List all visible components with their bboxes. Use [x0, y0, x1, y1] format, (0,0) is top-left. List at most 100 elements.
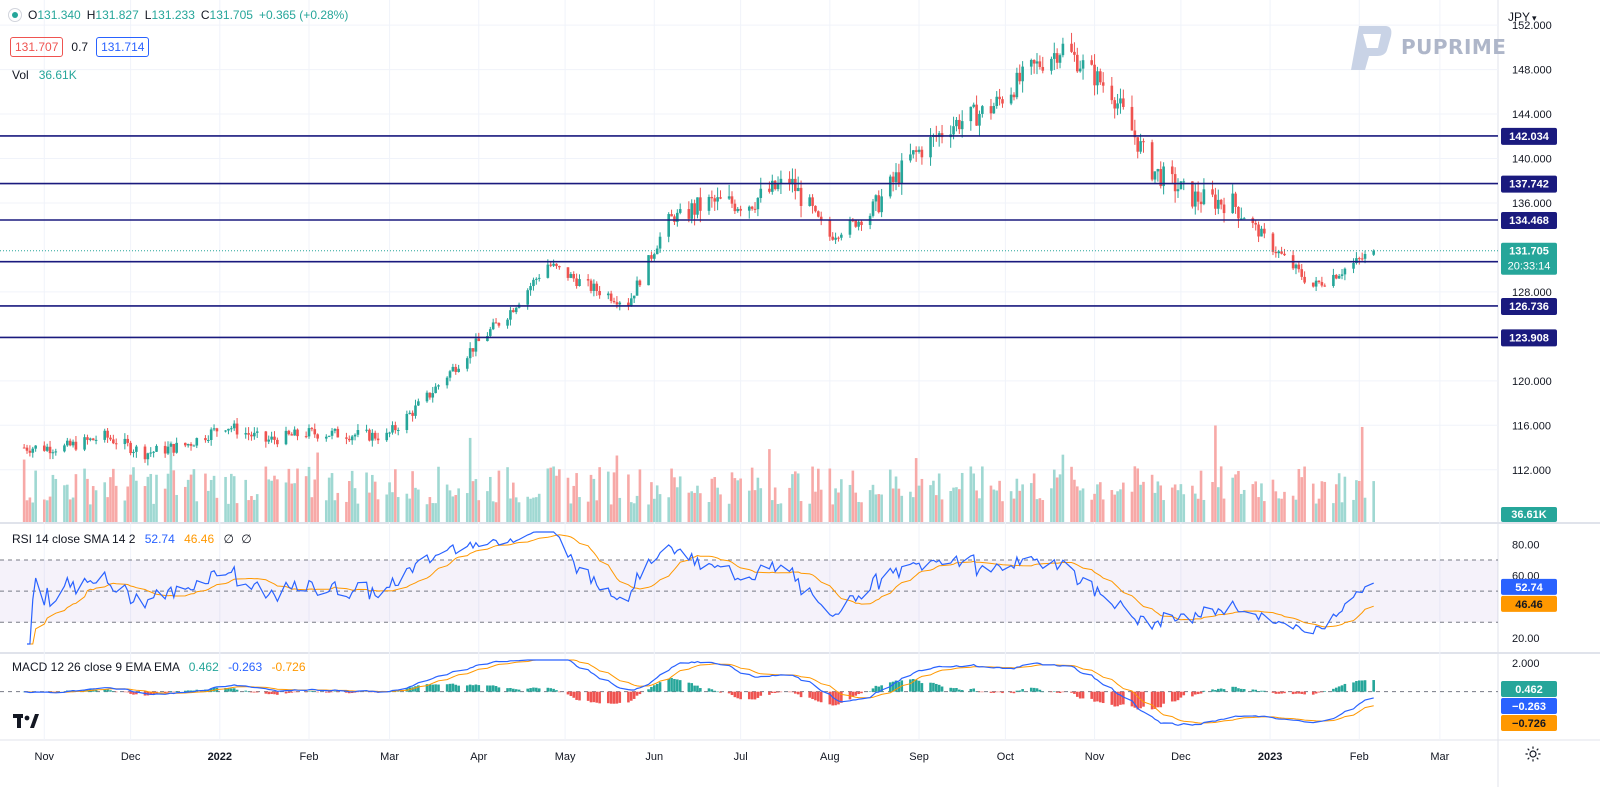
- macd-histogram-bar: [414, 686, 417, 692]
- candle-body: [592, 283, 596, 291]
- volume-bar: [914, 458, 918, 522]
- volume-bar: [1136, 468, 1140, 522]
- volume-bar: [1196, 498, 1200, 522]
- volume-bar: [1122, 482, 1125, 522]
- candle-body: [1297, 264, 1301, 270]
- candle-body: [405, 413, 409, 430]
- candle-body: [132, 451, 135, 454]
- volume-bar: [868, 490, 872, 522]
- volume-bar: [255, 494, 259, 522]
- time-tick-label: 2022: [208, 751, 232, 763]
- candle-body: [909, 154, 912, 161]
- candle-body: [857, 221, 860, 227]
- volume-bar: [1070, 466, 1073, 522]
- macd-histogram-bar: [747, 691, 751, 700]
- macd-histogram-bar: [880, 685, 883, 692]
- volume-bar: [488, 476, 492, 522]
- macd-histogram-bar: [972, 688, 976, 692]
- volume-bar: [336, 492, 340, 522]
- macd-histogram-bar: [529, 688, 532, 692]
- macd-histogram-bar: [799, 691, 803, 698]
- volume-bar: [972, 473, 976, 522]
- volume-bar: [284, 482, 288, 522]
- volume-bar: [31, 502, 35, 522]
- candle-body: [811, 197, 814, 206]
- candle-body: [1234, 193, 1237, 207]
- volume-bar: [687, 492, 691, 522]
- macd-histogram-bar: [1320, 691, 1324, 693]
- price-tick-label: 136.000: [1512, 198, 1552, 210]
- volume-bar: [106, 497, 109, 522]
- candle-body: [388, 432, 391, 434]
- candle-body: [917, 149, 921, 152]
- macd-legend-macd: -0.263: [228, 660, 263, 674]
- macd-histogram-bar: [1055, 691, 1059, 693]
- rsi-line: [27, 531, 1374, 645]
- candle-body: [632, 295, 636, 299]
- candle-body: [293, 429, 296, 436]
- macd-histogram-bar: [794, 691, 797, 694]
- ohlc-legend: O 131.340 H 131.827 L 131.233 C 131.705 +0.3…: [8, 8, 348, 22]
- current-price-tag: [1501, 242, 1557, 275]
- macd-signal-tag: [1501, 715, 1557, 731]
- volume-bar: [776, 503, 780, 522]
- level-price-tag: [1501, 175, 1557, 193]
- candle-body: [204, 438, 207, 441]
- macd-histogram-bar: [535, 687, 538, 692]
- volume-bar: [207, 490, 210, 522]
- level-price-label: 137.742: [1509, 179, 1549, 191]
- candle-body: [230, 428, 233, 430]
- volume-bar: [166, 473, 170, 522]
- volume-bar: [468, 437, 472, 522]
- macd-histogram-bar: [618, 691, 622, 703]
- macd-histogram-bar: [592, 691, 596, 703]
- candle-body: [103, 430, 107, 440]
- price-tick-label: 112.000: [1512, 465, 1551, 477]
- volume-bar: [428, 497, 432, 522]
- macd-histogram-bar: [891, 681, 895, 692]
- volume-bar: [1142, 481, 1145, 522]
- volume-bar: [1101, 499, 1105, 522]
- volume-bar: [1116, 491, 1119, 522]
- tradingview-logo-icon[interactable]: [12, 710, 40, 732]
- volume-bar: [911, 497, 915, 522]
- volume-bar: [307, 466, 311, 522]
- volume-bar: [1311, 483, 1315, 522]
- currency-selector[interactable]: JPY ▾: [1508, 10, 1537, 24]
- macd-histogram-bar: [445, 684, 449, 692]
- macd-histogram-bar: [1360, 680, 1364, 692]
- ask-button[interactable]: 131.714: [96, 37, 150, 57]
- candle-body: [1150, 142, 1154, 180]
- candle-body: [163, 445, 167, 454]
- volume-bar: [730, 472, 734, 522]
- candle-body: [437, 385, 440, 387]
- macd-histogram-bar: [788, 691, 791, 693]
- macd-histogram-bar: [776, 691, 780, 693]
- candle-body: [647, 255, 650, 286]
- macd-histogram-bar: [713, 690, 717, 692]
- volume-bar: [696, 485, 699, 522]
- candle-body: [1038, 61, 1042, 67]
- volume-bar: [1280, 498, 1283, 522]
- volume-bar: [958, 489, 961, 522]
- candle-body: [276, 439, 279, 445]
- settings-gear-icon[interactable]: [1524, 745, 1542, 763]
- volume-bar: [1139, 484, 1142, 522]
- volume-bar: [529, 498, 532, 522]
- candle-body: [526, 290, 529, 305]
- bid-button[interactable]: 131.707: [10, 37, 64, 57]
- macd-histogram-bar: [1009, 691, 1013, 693]
- volume-bar: [1303, 466, 1306, 522]
- macd-histogram-bar: [1110, 691, 1114, 705]
- volume-bar: [270, 480, 273, 522]
- macd-histogram-bar: [1199, 691, 1203, 694]
- volume-bar: [235, 503, 239, 522]
- volume-bar: [454, 495, 458, 522]
- volume-bar: [1219, 466, 1223, 522]
- macd-histogram-bar: [759, 691, 763, 696]
- volume-bar: [457, 488, 460, 522]
- time-tick-label: Oct: [997, 751, 1014, 763]
- volume-bar: [609, 504, 613, 522]
- candle-body: [627, 302, 630, 307]
